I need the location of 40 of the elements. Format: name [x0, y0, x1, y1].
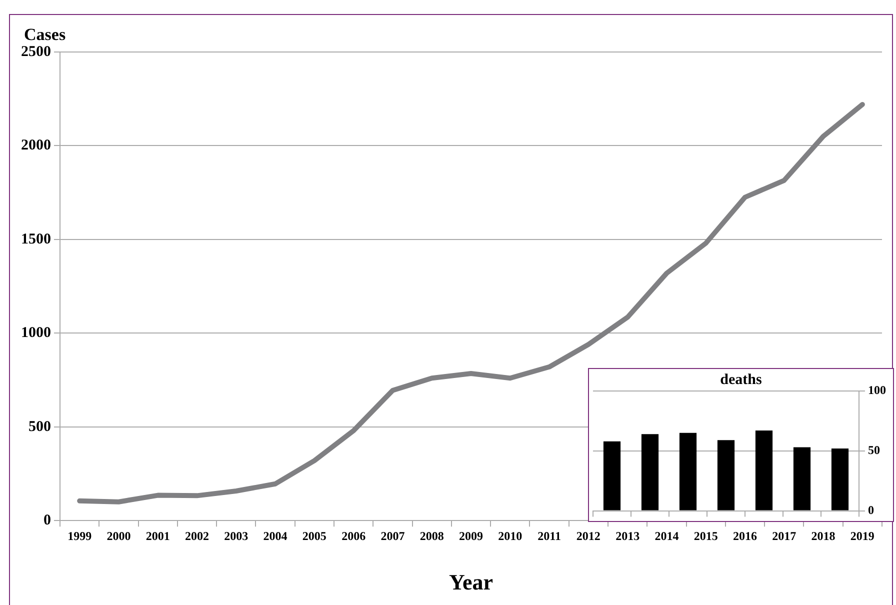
x-tick-label: 1999 — [68, 528, 92, 543]
x-tick-label: 2001 — [146, 528, 170, 543]
bar — [831, 448, 849, 510]
y-tick-label: 0 — [44, 512, 51, 528]
bar — [755, 430, 773, 510]
y-tick-label: 50 — [868, 442, 880, 457]
bar — [641, 434, 659, 510]
y-axis-title: Cases — [24, 24, 66, 44]
chart-title: deaths — [720, 372, 762, 388]
y-tick-label: 0 — [868, 502, 874, 517]
x-axis-title: Year — [449, 570, 494, 595]
x-tick-label: 2010 — [498, 528, 522, 543]
y-tick-label: 1000 — [21, 325, 51, 342]
bar — [793, 447, 811, 510]
x-tick-label: 2004 — [263, 528, 288, 543]
x-tick-label: 2016 — [733, 528, 757, 543]
bar — [679, 432, 697, 510]
y-tick-label: 2000 — [21, 138, 51, 154]
y-tick-label: 1500 — [21, 231, 51, 248]
x-tick-label: 2009 — [459, 528, 483, 543]
x-tick-label: 2003 — [224, 528, 248, 543]
bar — [603, 441, 621, 510]
y-tick-label: 2500 — [21, 44, 51, 60]
x-tick-label: 2014 — [654, 528, 679, 543]
x-tick-label: 2019 — [850, 528, 874, 543]
y-tick-label: 500 — [28, 418, 51, 435]
bar — [717, 440, 735, 510]
x-tick-label: 2000 — [106, 528, 131, 543]
x-tick-label: 2007 — [380, 528, 405, 543]
x-tick-label: 2005 — [302, 528, 326, 543]
x-tick-label: 2006 — [342, 528, 366, 543]
x-tick-label: 2013 — [616, 528, 640, 543]
x-tick-label: 2018 — [811, 528, 836, 543]
x-tick-label: 2017 — [772, 528, 796, 543]
x-tick-label: 2015 — [694, 528, 718, 543]
x-tick-label: 2002 — [185, 528, 209, 543]
x-tick-label: 2012 — [576, 528, 600, 543]
x-tick-label: 2011 — [538, 528, 561, 543]
y-tick-label: 100 — [868, 383, 886, 398]
x-tick-label: 2008 — [420, 528, 444, 543]
